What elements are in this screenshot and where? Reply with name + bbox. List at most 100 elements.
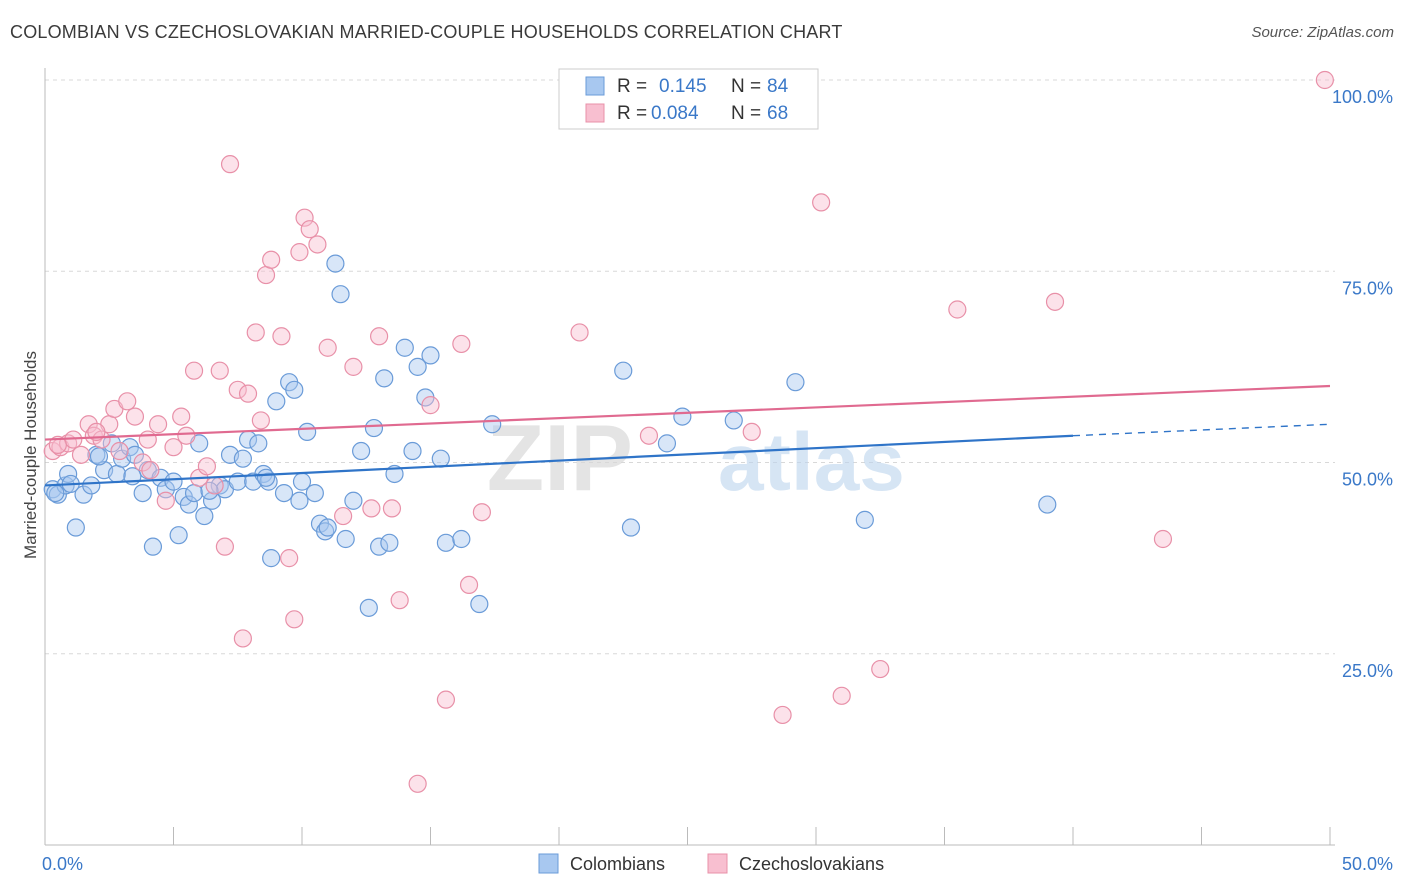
- data-point: [82, 476, 101, 495]
- data-point: [138, 430, 157, 449]
- data-point: [210, 361, 229, 380]
- data-point: [220, 155, 240, 174]
- data-point: [184, 361, 204, 380]
- data-point: [141, 461, 160, 480]
- x-tick-labels: 0.0% 50.0%: [42, 854, 1393, 874]
- data-point: [71, 445, 91, 464]
- data-point: [362, 499, 381, 518]
- data-point: [403, 441, 422, 461]
- data-point: [408, 774, 427, 793]
- data-point: [156, 491, 175, 510]
- data-point: [382, 499, 402, 518]
- data-point: [855, 510, 874, 529]
- points-layer: [43, 70, 1334, 793]
- data-point: [375, 369, 394, 388]
- data-point: [262, 549, 281, 568]
- data-point: [436, 690, 456, 709]
- data-point: [148, 415, 168, 434]
- trend-extension-colombians: [1072, 423, 1331, 437]
- data-point: [352, 441, 371, 461]
- data-point: [483, 415, 502, 434]
- data-point: [724, 411, 743, 430]
- x-tick-label: 50.0%: [1342, 854, 1393, 874]
- trend-layer: [44, 384, 1331, 487]
- data-point: [177, 426, 196, 445]
- data-point: [300, 220, 319, 239]
- data-point: [1038, 495, 1057, 514]
- y-axis-label: Married-couple Households: [21, 351, 40, 559]
- data-point: [408, 357, 427, 376]
- data-point: [370, 537, 389, 556]
- data-point: [169, 526, 188, 545]
- legend-n-value-pink: 68: [767, 103, 788, 124]
- legend-series: Colombians Czechoslovakians: [538, 853, 884, 874]
- chart-source: Source: ZipAtlas.com: [1251, 24, 1394, 41]
- data-point: [742, 422, 761, 441]
- data-point: [570, 323, 589, 342]
- watermark: ZIP atlas: [487, 405, 905, 510]
- data-point: [336, 529, 355, 549]
- data-point: [267, 392, 286, 411]
- data-point: [812, 193, 831, 212]
- data-point: [308, 235, 327, 254]
- data-point: [390, 591, 409, 610]
- data-point: [256, 265, 276, 285]
- data-point: [459, 575, 479, 595]
- data-point: [107, 464, 127, 484]
- data-point: [318, 338, 337, 357]
- data-point: [133, 453, 152, 472]
- data-point: [133, 484, 152, 503]
- data-point: [452, 334, 471, 354]
- data-point: [948, 300, 967, 319]
- series-colombians: [43, 254, 1057, 617]
- legend-r-value-pink: 0.084: [651, 103, 699, 124]
- legend-r-label-pink: R =: [617, 103, 647, 124]
- legend-n-label-pink: N =: [731, 103, 761, 124]
- data-point: [179, 495, 199, 514]
- data-point: [431, 449, 450, 468]
- legend-swatch-pink: [585, 103, 605, 123]
- data-point: [380, 533, 399, 552]
- data-point: [331, 285, 350, 304]
- legend-r-label-blue: R =: [617, 76, 647, 97]
- data-point: [164, 438, 183, 457]
- data-point: [436, 533, 456, 552]
- data-point: [251, 411, 270, 430]
- data-point: [274, 484, 294, 503]
- data-point: [452, 529, 471, 549]
- data-point: [470, 594, 489, 614]
- data-point: [102, 434, 121, 453]
- legend-n-value-blue: 84: [767, 76, 789, 97]
- data-point: [370, 327, 389, 346]
- y-tick-label: 50.0%: [1342, 470, 1393, 490]
- data-point: [164, 472, 183, 491]
- grid-layer: [45, 79, 1335, 655]
- data-point: [344, 357, 363, 376]
- data-point: [197, 457, 217, 476]
- data-point: [298, 422, 317, 441]
- data-point: [421, 346, 440, 365]
- data-point: [639, 426, 659, 445]
- y-tick-label: 75.0%: [1342, 278, 1393, 298]
- data-point: [832, 686, 851, 705]
- data-point: [184, 484, 204, 503]
- data-point: [326, 254, 345, 273]
- data-point: [172, 407, 191, 426]
- series-czechoslovakians: [43, 70, 1334, 793]
- legend-r-value-blue: 0.145: [659, 76, 707, 97]
- data-point: [657, 434, 677, 453]
- data-point: [395, 338, 414, 357]
- data-point: [233, 449, 252, 468]
- data-point: [290, 491, 309, 510]
- data-point: [280, 549, 299, 568]
- data-point: [79, 415, 98, 434]
- data-point: [305, 484, 324, 503]
- data-point: [364, 418, 384, 438]
- data-point: [272, 327, 291, 346]
- axis-layer: [44, 68, 1335, 846]
- data-point: [1315, 70, 1334, 90]
- data-point: [334, 506, 353, 526]
- data-point: [66, 518, 85, 537]
